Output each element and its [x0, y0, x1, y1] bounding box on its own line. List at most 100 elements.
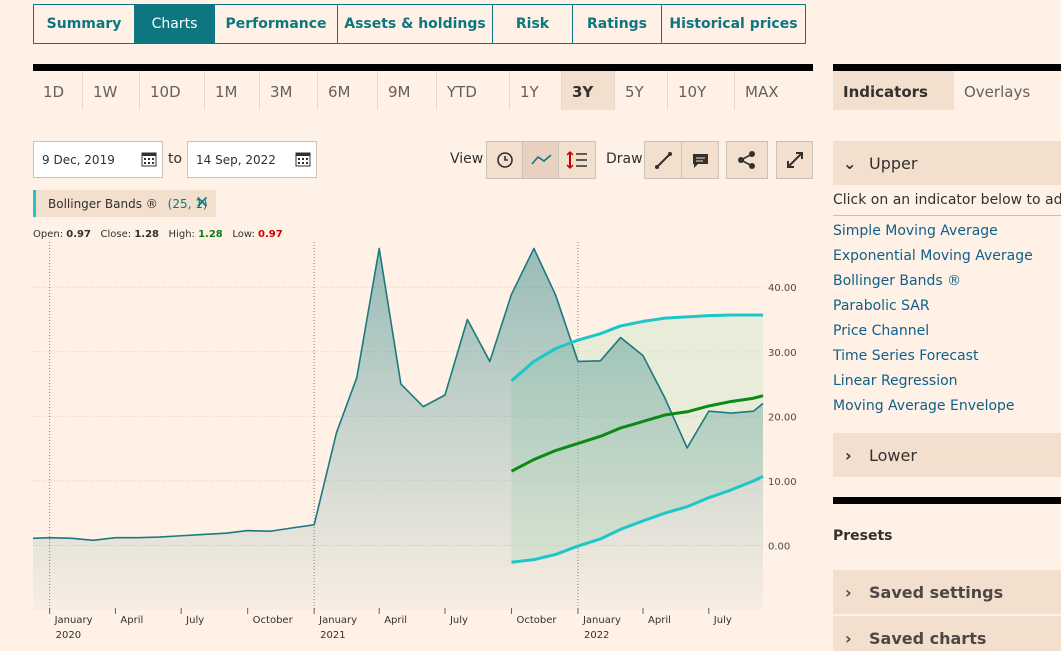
x-tick-label: April [120, 615, 143, 626]
line-button[interactable] [522, 141, 559, 179]
indicator-link[interactable]: Moving Average Envelope [833, 398, 1015, 414]
upper-label: Upper [869, 153, 918, 173]
x-tick-label: October [253, 615, 294, 626]
chip-params: (25, 1) [167, 197, 208, 211]
x-tick-label: July [185, 615, 204, 626]
x-tick-label: July [449, 615, 468, 626]
draw-label: Draw [606, 151, 643, 167]
ohlc-label: Close: [100, 229, 132, 240]
y-tick-label: 10.00 [768, 477, 797, 488]
x-year-label: 2022 [584, 630, 609, 641]
indicator-link[interactable]: Exponential Moving Average [833, 248, 1033, 264]
tab[interactable]: Ratings [573, 4, 662, 44]
indicator-link[interactable]: Linear Regression [833, 373, 958, 389]
date-input[interactable]: 9 Dec, 2019 [33, 141, 163, 178]
lower-label: Lower [869, 445, 917, 465]
range-button[interactable]: 10Y [668, 71, 735, 110]
calendar-icon [295, 152, 311, 167]
divider [33, 64, 813, 71]
range-button[interactable]: 3Y [562, 71, 615, 110]
date-from: 9 Dec, 2019 [42, 153, 115, 167]
ohlc-value: 1.28 [198, 229, 223, 240]
range-button[interactable]: 1Y [510, 71, 562, 110]
y-tick-label: 0.00 [768, 541, 790, 552]
chart: 0.00 10.00 20.00 30.00 40.00 2020 2021 2022 Janu… [32, 242, 797, 641]
range-button[interactable]: 5Y [615, 71, 668, 110]
tab[interactable]: Assets & holdings [338, 4, 493, 44]
range-button[interactable]: 6M [318, 71, 378, 110]
tab[interactable]: Summary [33, 4, 135, 44]
time-button[interactable] [486, 141, 523, 179]
share-button[interactable] [726, 141, 768, 179]
x-tick-label: January [582, 615, 621, 626]
scale-icon [566, 150, 587, 170]
y-tick-label: 30.00 [768, 348, 797, 359]
panel-tab[interactable]: Overlays [964, 83, 1031, 101]
indicator-link[interactable]: Price Channel [833, 323, 930, 339]
band-line [510, 394, 764, 473]
x-tick-label: April [384, 615, 407, 626]
price-line [32, 247, 764, 542]
band-line [510, 313, 763, 382]
x-year-label: 2021 [320, 630, 345, 641]
indicator-chip: Bollinger Bands ® (25, 1) ✕ [33, 190, 216, 217]
range-button[interactable]: 1D [33, 71, 83, 110]
presets-label: Presets [833, 528, 893, 544]
share-icon [738, 151, 755, 169]
indicator-link[interactable]: Simple Moving Average [833, 223, 998, 239]
comment-icon [693, 154, 708, 168]
tab[interactable]: Charts [135, 4, 215, 44]
x-tick-label: January [318, 615, 357, 626]
indicator-link[interactable]: Bollinger Bands ® [833, 273, 962, 289]
view-label: View [450, 151, 484, 167]
calendar-icon [141, 152, 157, 167]
line-icon [531, 154, 552, 165]
saved-label: Saved settings [869, 582, 1004, 602]
remove-indicator[interactable]: ✕ [195, 193, 210, 213]
x-tick-label: April [648, 615, 671, 626]
ohlc-value: 0.97 [66, 229, 91, 240]
date-input[interactable]: 14 Sep, 2022 [187, 141, 317, 178]
saved-label: Saved charts [869, 628, 987, 648]
saved-header[interactable]: › Saved settings [833, 570, 1061, 614]
x-year-label: 2020 [56, 630, 81, 641]
hint: Click on an indicator below to add it t [833, 192, 1061, 216]
indicator-link[interactable]: Parabolic SAR [833, 298, 930, 314]
ohlc-label: High: [168, 229, 195, 240]
fullscreen-button[interactable] [776, 141, 813, 179]
x-tick-label: October [516, 615, 557, 626]
ohlc-value: 1.28 [134, 229, 159, 240]
ohlc-value: 0.97 [258, 229, 283, 240]
saved-header[interactable]: › Saved charts [833, 616, 1061, 651]
tab[interactable]: Historical prices [662, 4, 806, 44]
range-button[interactable]: 3M [260, 71, 318, 110]
panel-tab[interactable]: Indicators [833, 71, 954, 110]
date-to: 14 Sep, 2022 [196, 153, 276, 167]
tab[interactable]: Performance [215, 4, 338, 44]
range-button[interactable]: MAX [745, 83, 779, 101]
divider [833, 64, 1061, 71]
tab[interactable]: Risk [493, 4, 573, 44]
expand-icon [787, 152, 803, 168]
annotate-button[interactable] [681, 141, 719, 179]
to-label: to [168, 151, 183, 167]
y-tick-label: 40.00 [768, 283, 797, 294]
range-button[interactable]: 10D [140, 71, 205, 110]
range-button[interactable]: 9M [378, 71, 437, 110]
ohlc: Open: 0.97 Close: 1.28 High: 1.28 Low: 0… [33, 229, 283, 240]
pen-icon [655, 152, 672, 169]
range-button[interactable]: 1M [205, 71, 260, 110]
lower-header[interactable]: › Lower [833, 433, 1061, 477]
clock-icon [497, 152, 513, 168]
x-tick-label: January [54, 615, 93, 626]
band-line [511, 475, 764, 564]
indicator-link[interactable]: Time Series Forecast [833, 348, 979, 364]
scale-button[interactable] [558, 141, 596, 179]
price-area [33, 248, 763, 610]
range-button[interactable]: 1W [83, 71, 140, 110]
range-button[interactable]: YTD [437, 71, 510, 110]
upper-header[interactable]: ⌄ Upper [833, 141, 1061, 185]
divider [833, 497, 1061, 504]
chip-name: Bollinger Bands ® [48, 197, 158, 211]
